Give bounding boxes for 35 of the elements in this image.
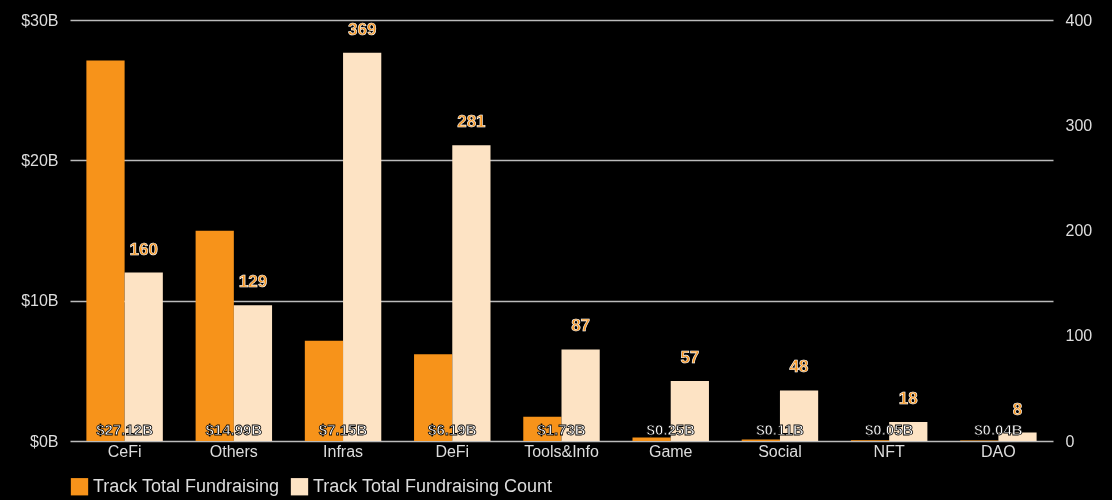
y2-tick-label: 100: [1065, 327, 1093, 345]
bar: [632, 437, 671, 441]
y2-tick-label: 300: [1065, 116, 1093, 134]
y-tick-label: $10B: [21, 292, 59, 310]
legend-label: Track Total Fundraising Count: [313, 475, 553, 496]
data-label: 160: [129, 239, 158, 259]
data-label: 281: [457, 112, 486, 132]
y-tick-label: $0B: [30, 432, 59, 450]
data-label: 48: [789, 357, 809, 377]
x-tick-label: Others: [209, 442, 258, 460]
data-label: 18: [898, 389, 918, 409]
data-label: $0.04B: [974, 421, 1023, 438]
y-tick-label: $20B: [21, 151, 59, 169]
data-label: $0.25B: [646, 421, 696, 438]
x-tick-label: DAO: [981, 442, 1016, 460]
x-tick-label: Infras: [323, 442, 364, 460]
x-tick-label: NFT: [873, 442, 905, 460]
y2-tick-label: 400: [1065, 11, 1093, 29]
y2-tick-label: 200: [1065, 222, 1093, 239]
x-tick-label: Tools&Info: [524, 442, 599, 460]
data-label: $14.99B: [205, 421, 263, 438]
legend-label: Track Total Fundraising: [93, 475, 280, 496]
data-label: 8: [1012, 399, 1023, 419]
data-label: 369: [347, 19, 377, 39]
x-tick-label: DeFi: [435, 442, 470, 460]
x-tick-label: CeFi: [107, 442, 142, 460]
x-tick-label: Game: [648, 442, 693, 460]
data-label: 57: [680, 348, 700, 368]
y2-tick-label: 0: [1065, 432, 1075, 450]
data-label: 87: [571, 316, 591, 336]
y-tick-label: $30B: [21, 11, 59, 29]
data-label: 129: [238, 272, 268, 292]
x-tick-label: Social: [758, 442, 802, 460]
data-label: $7.15B: [318, 421, 368, 438]
data-label: $0.05B: [864, 421, 914, 438]
